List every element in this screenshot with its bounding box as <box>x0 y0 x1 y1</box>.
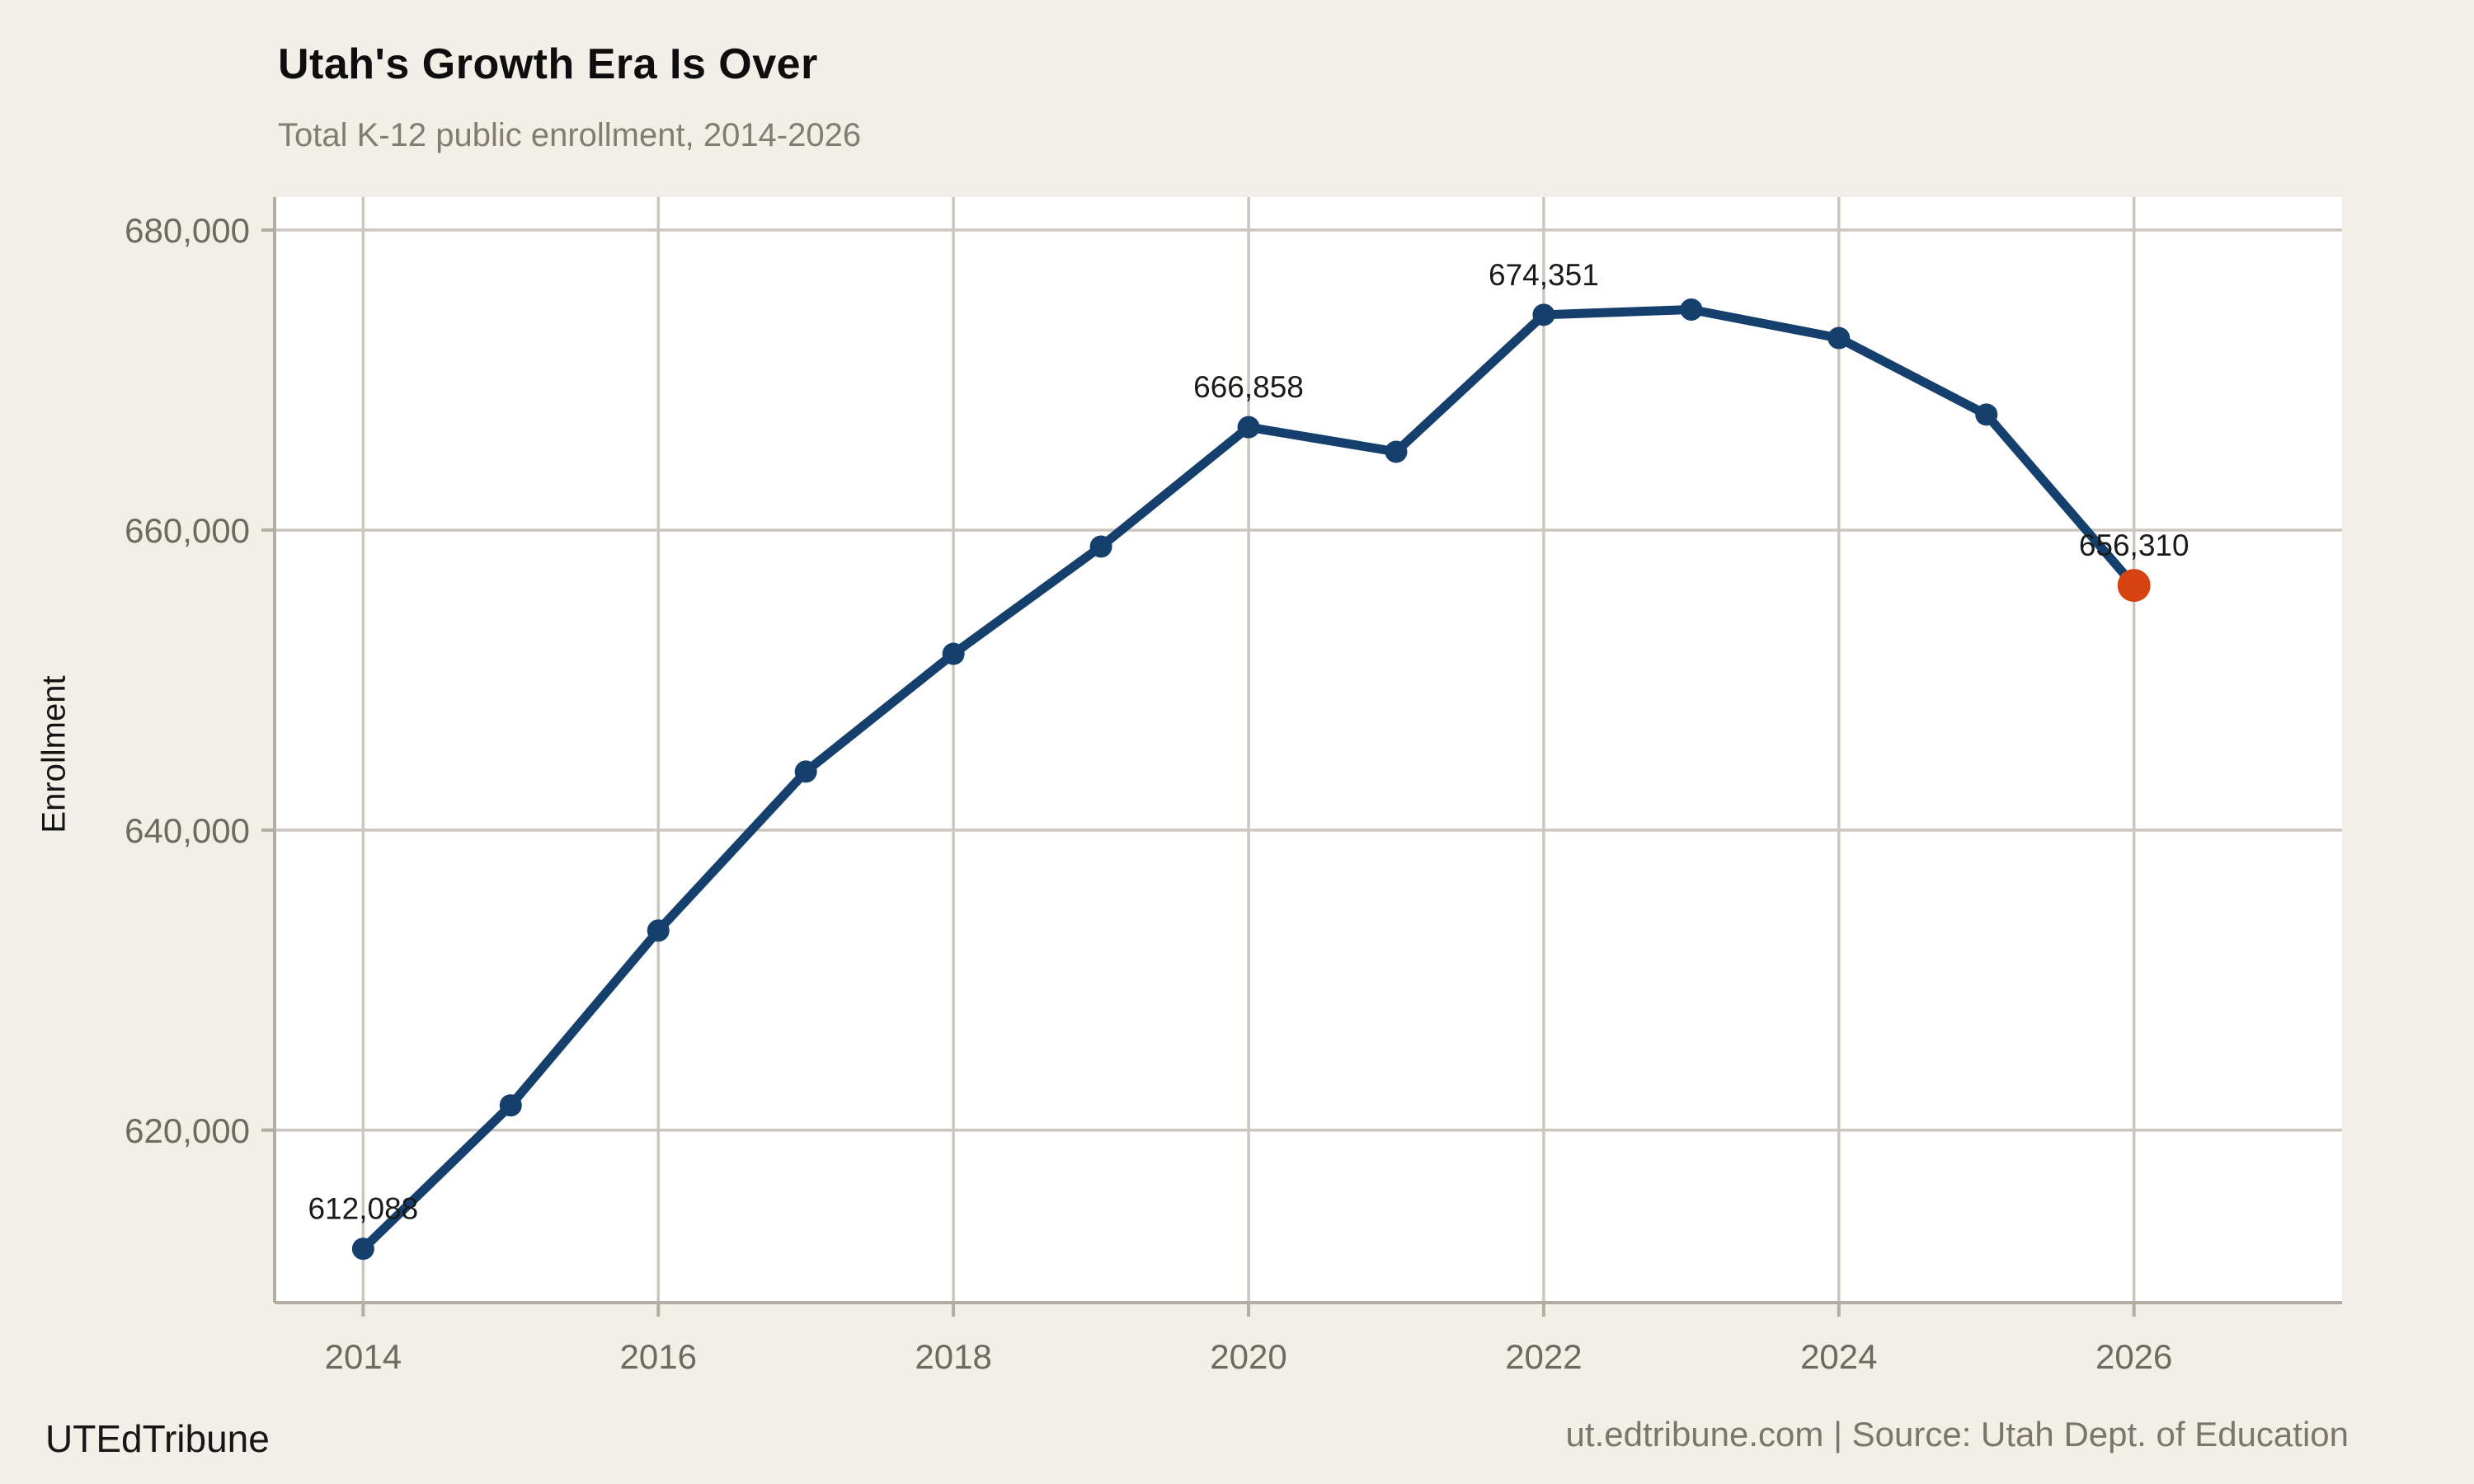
y-axis-tick-label: 680,000 <box>125 211 250 250</box>
data-point-label: 656,310 <box>2079 528 2189 562</box>
data-point-marker <box>647 919 670 942</box>
data-point-marker <box>794 760 817 783</box>
data-point-marker <box>942 642 965 665</box>
data-point-marker <box>1680 298 1703 321</box>
data-point-marker <box>499 1094 522 1117</box>
data-point-marker <box>1385 440 1408 463</box>
data-point-marker <box>351 1237 374 1261</box>
y-axis-tick-label: 620,000 <box>125 1111 250 1150</box>
data-point-marker <box>1975 403 1998 426</box>
end-point-marker <box>2117 569 2151 603</box>
x-axis-tick-label: 2024 <box>1800 1337 1877 1376</box>
chart-subtitle: Total K-12 public enrollment, 2014-2026 <box>278 117 862 153</box>
data-point-label: 666,858 <box>1193 370 1304 404</box>
data-point-marker <box>1532 303 1555 326</box>
y-axis-tick-label: 660,000 <box>125 511 250 550</box>
data-point-label: 612,088 <box>308 1192 418 1226</box>
footer-source-attribution: ut.edtribune.com | Source: Utah Dept. of… <box>1565 1415 2349 1453</box>
x-axis-tick-label: 2014 <box>325 1337 402 1376</box>
plot-area <box>275 197 2342 1303</box>
x-axis-tick-label: 2018 <box>915 1337 991 1376</box>
x-axis-tick-label: 2026 <box>2095 1337 2172 1376</box>
x-axis-tick-label: 2016 <box>620 1337 697 1376</box>
footer-brand: UTEdTribune <box>45 1417 270 1460</box>
data-point-marker <box>1237 416 1260 439</box>
data-point-label: 674,351 <box>1489 258 1599 292</box>
data-point-marker <box>1089 535 1112 558</box>
data-point-marker <box>1827 326 1851 350</box>
y-axis-tick-label: 640,000 <box>125 811 250 850</box>
x-axis-tick-label: 2020 <box>1210 1337 1286 1376</box>
chart-title: Utah's Growth Era Is Over <box>278 40 818 88</box>
x-axis-tick-label: 2022 <box>1505 1337 1582 1376</box>
